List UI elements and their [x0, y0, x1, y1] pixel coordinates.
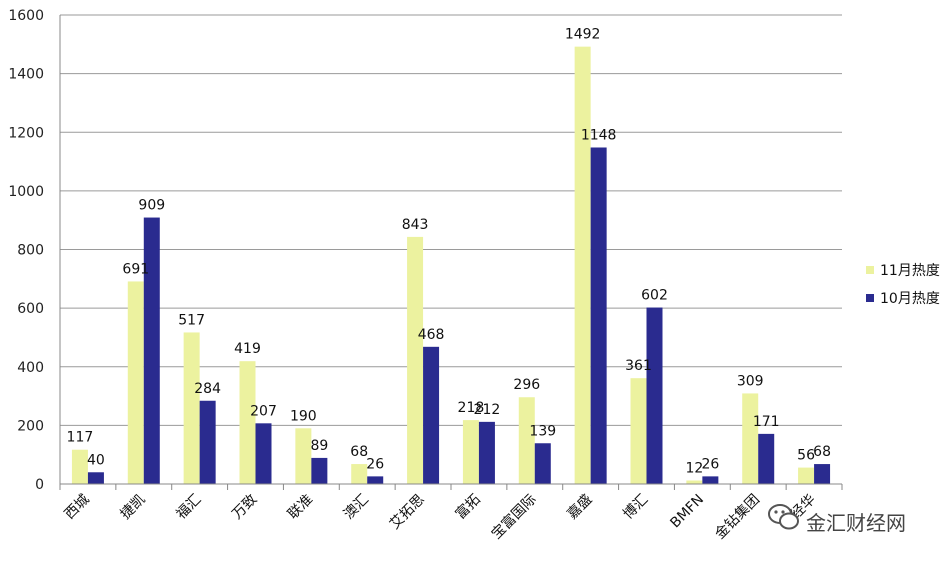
bar-nov	[351, 464, 368, 484]
data-label: 26	[701, 456, 719, 472]
bar-nov	[630, 378, 647, 484]
legend-swatch	[866, 294, 874, 302]
data-label: 207	[250, 403, 277, 419]
data-label: 26	[366, 456, 384, 472]
data-label: 361	[625, 358, 652, 374]
bar-oct	[255, 423, 272, 484]
x-tick-label: 福汇	[173, 492, 204, 523]
x-tick-label: 联准	[285, 492, 316, 523]
bar-nov	[798, 467, 815, 484]
data-label: 40	[87, 452, 105, 468]
legend: 11月热度 10月热度	[866, 263, 940, 307]
bar-oct	[423, 346, 440, 484]
bar-oct	[702, 476, 719, 484]
data-labels: 117 691 517 419 190 68 843 218 296 1492 361 12 309 56…	[67, 27, 831, 477]
data-label: 89	[310, 438, 328, 454]
bar-nov	[127, 281, 144, 484]
watermark: 金汇财经网	[768, 504, 906, 535]
watermark-text: 金汇财经网	[806, 511, 906, 535]
data-label: 56	[797, 448, 815, 464]
bar-oct	[590, 147, 607, 484]
data-label: 68	[350, 444, 368, 460]
bar-oct	[758, 433, 775, 484]
data-label: 419	[234, 341, 261, 357]
x-tick-label: 西城	[62, 492, 93, 523]
data-label: 602	[641, 288, 668, 304]
bar-oct	[646, 307, 663, 484]
bars	[71, 46, 831, 484]
bar-nov	[183, 332, 200, 484]
bar-nov	[574, 46, 591, 484]
data-label: 218	[458, 400, 485, 416]
bar-oct	[87, 472, 104, 484]
bar-oct	[367, 476, 384, 484]
wechat-icon	[768, 504, 799, 530]
x-tick-label: 万致	[229, 492, 260, 523]
bar-oct	[534, 443, 551, 484]
bar-nov	[518, 397, 535, 484]
data-label: 309	[737, 373, 764, 389]
data-label: 117	[67, 430, 94, 446]
y-tick-label: 0	[35, 477, 44, 493]
data-label: 212	[474, 402, 501, 418]
data-label: 12	[685, 460, 703, 476]
x-tick-label: 捷凯	[118, 492, 149, 523]
x-tick-label: 金钻集团	[711, 491, 763, 543]
bar-nov	[295, 428, 312, 484]
x-tick-label: BMFN	[667, 492, 707, 532]
bar-oct	[478, 421, 495, 484]
data-label: 284	[194, 381, 221, 397]
x-tick-label: 艾拓思	[387, 492, 428, 533]
bar-nov	[407, 236, 424, 484]
grid	[60, 14, 842, 426]
y-tick-label: 1400	[8, 67, 44, 83]
data-label: 1492	[565, 27, 601, 43]
legend-swatch	[866, 266, 874, 274]
y-tick-label: 1600	[8, 8, 44, 24]
y-tick-label: 1000	[8, 184, 44, 200]
x-tick-label: 澳汇	[341, 492, 372, 523]
data-label: 468	[418, 327, 445, 343]
data-label: 190	[290, 408, 317, 424]
bar-nov	[239, 361, 256, 484]
bar-nov	[71, 449, 88, 484]
y-tick-label: 400	[17, 360, 44, 376]
bar-oct	[199, 400, 216, 484]
data-label: 139	[529, 423, 556, 439]
y-tick-label: 800	[17, 243, 44, 259]
bar-oct	[311, 457, 328, 484]
legend-label: 11月热度	[880, 263, 940, 279]
data-label: 843	[402, 217, 429, 233]
legend-label: 10月热度	[880, 291, 940, 307]
y-tick-label: 600	[17, 301, 44, 317]
bar-nov	[462, 420, 479, 484]
bar-nov	[686, 480, 703, 484]
data-label: 909	[138, 198, 165, 214]
x-tick-label: 嘉盛	[564, 492, 595, 523]
data-label: 171	[753, 414, 780, 430]
data-label: 296	[513, 377, 540, 393]
data-label: 691	[122, 261, 149, 277]
x-tick-label: 博汇	[620, 491, 652, 523]
data-label: 68	[813, 444, 831, 460]
bar-nov	[742, 393, 759, 484]
x-tick-label: 宝富国际	[488, 491, 540, 543]
bar-oct	[143, 217, 160, 484]
bar-oct	[814, 464, 831, 484]
data-label: 1148	[581, 127, 617, 143]
data-label: 517	[178, 312, 205, 328]
x-tick-label: 富拓	[452, 491, 484, 523]
y-tick-label: 1200	[8, 125, 44, 141]
y-tick-label: 200	[17, 418, 44, 434]
